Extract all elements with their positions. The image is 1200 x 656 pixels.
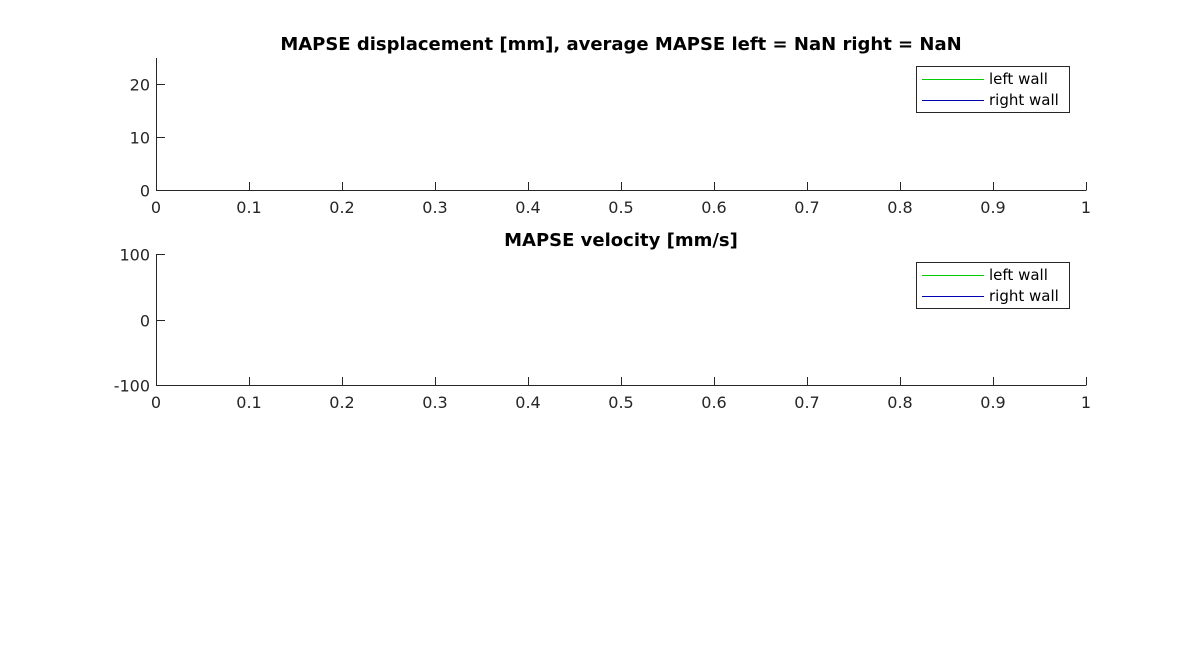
x-tick-label: 0.1	[236, 393, 261, 412]
x-tick-label: 0.3	[422, 393, 447, 412]
chart-title: MAPSE velocity [mm/s]	[504, 230, 738, 251]
legend-box	[916, 66, 1070, 113]
x-tick-label: 0.8	[887, 393, 912, 412]
legend-label: left wall	[989, 70, 1048, 88]
legend-label: right wall	[989, 91, 1059, 109]
x-tick-label: 0.7	[794, 393, 819, 412]
x-tick-label: 0.2	[329, 198, 354, 217]
x-tick-label: 0.4	[515, 198, 540, 217]
chart-title: MAPSE displacement [mm], average MAPSE l…	[280, 34, 961, 55]
x-tick-label: 0.1	[236, 198, 261, 217]
chart-1: MAPSE displacement [mm], average MAPSE l…	[130, 34, 1091, 217]
x-tick-label: 0	[151, 393, 161, 412]
x-tick-label: 0	[151, 198, 161, 217]
y-tick-label: 0	[140, 312, 150, 331]
y-tick-label: 100	[119, 246, 150, 265]
x-tick-label: 1	[1081, 198, 1091, 217]
legend-label: right wall	[989, 287, 1059, 305]
legend-box	[916, 262, 1070, 309]
legend: left wall right wall	[916, 262, 1070, 309]
y-tick-label: 20	[130, 76, 150, 95]
x-tick-label: 0.4	[515, 393, 540, 412]
chart-2: MAPSE velocity [mm/s] 0 0.1 0.2 0.3 0.4 0.5 0.6…	[114, 230, 1091, 412]
x-tick-label: 0.6	[701, 198, 726, 217]
legend: left wall right wall	[916, 66, 1070, 113]
x-tick-label: 0.2	[329, 393, 354, 412]
x-tick-label: 0.7	[794, 198, 819, 217]
x-tick-label: 0.8	[887, 198, 912, 217]
x-tick-label: 0.5	[608, 393, 633, 412]
x-tick-label: 0.9	[980, 198, 1005, 217]
x-tick-label: 0.6	[701, 393, 726, 412]
y-tick-label: 0	[140, 182, 150, 201]
x-tick-label: 0.3	[422, 198, 447, 217]
y-tick-label: -100	[114, 377, 150, 396]
x-tick-label: 1	[1081, 393, 1091, 412]
y-tick-label: 10	[130, 129, 150, 148]
x-tick-label: 0.5	[608, 198, 633, 217]
legend-label: left wall	[989, 266, 1048, 284]
x-tick-label: 0.9	[980, 393, 1005, 412]
